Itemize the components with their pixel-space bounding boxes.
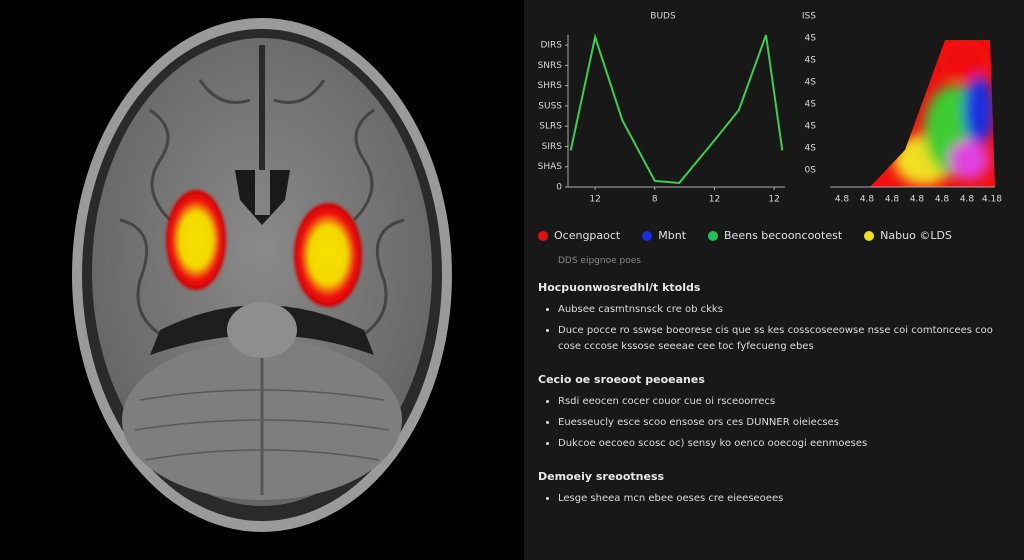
x-tick-label: 4.8: [885, 195, 900, 205]
section: Demoeiy sreootness Lesge sheea mcn ebee o…: [538, 470, 1008, 507]
legend-label: Ocengpaoct: [554, 229, 621, 242]
y-tick-label: 4S: [805, 34, 817, 44]
y-tick-label: 4S: [805, 100, 817, 110]
legend-item: Mbnt: [642, 229, 686, 242]
bullet-item: Duce pocce ro sswse boeorese cis que ss …: [558, 323, 1008, 355]
legend-swatch: [708, 230, 719, 241]
y-tick-label: SIRS: [542, 142, 563, 152]
x-tick-label: 4.8: [935, 195, 950, 205]
x-tick-label: 4.8: [960, 195, 975, 205]
bullet-list: Aubsee casmtnsnsck cre ob ckks Duce pocce…: [538, 302, 1008, 355]
y-tick-label: ISS: [802, 12, 816, 22]
bullet-item: Euesseucly esce scoo ensose ors ces DUNN…: [558, 415, 1008, 431]
y-tick-label: 4S: [805, 144, 817, 154]
section: Hocpuonwosredhl/t ktolds Aubsee casmtnsns…: [538, 281, 1008, 355]
y-tick-label: SLRS: [539, 122, 562, 132]
legend: Ocengpaoct Mbnt Beens becooncootest Nabuo ©…: [538, 229, 952, 242]
legend-item: Nabuo ©LDS: [864, 229, 952, 242]
y-tick-label: 4S: [805, 56, 817, 66]
x-tick-label: 12: [709, 195, 720, 205]
line-series: [569, 33, 784, 184]
legend-swatch: [538, 230, 548, 241]
y-tick-label: SHRS: [538, 81, 563, 91]
note: DDS eipgnoe poes: [558, 256, 641, 266]
x-tick-label: 12: [768, 195, 779, 205]
section-heading: Demoeiy sreootness: [538, 470, 665, 483]
info-panel: BUDS 0 SHAS SIRS SLRS SUSS SHRS SNRS DIRS 12 8 12 1…: [524, 0, 1024, 560]
legend-label: Nabuo ©LDS: [880, 229, 952, 242]
bullet-item: Lesge sheea mcn ebee oeses cre eieeseoee…: [558, 491, 1008, 507]
bullet-list: Lesge sheea mcn ebee oeses cre eieeseoee…: [538, 491, 1008, 507]
section: Cecio oe sroeoot peoeanes Rsdi eeocen coc…: [538, 373, 1008, 452]
x-tick-label: 12: [589, 195, 600, 205]
y-tick-label: 0S: [805, 166, 817, 176]
y-tick-label: 0: [556, 183, 562, 193]
bullet-item: Rsdi eeocen cocer couor cue oi rsceoorre…: [558, 394, 1008, 410]
heat-area: [830, 40, 995, 187]
legend-label: Mbnt: [658, 229, 687, 242]
legend-item: Beens becooncootest: [708, 229, 842, 242]
legend-swatch: [864, 230, 875, 241]
x-tick-label: 4.18: [982, 195, 1002, 205]
legend-item: Ocengpaoct: [538, 229, 620, 242]
section-heading: Cecio oe sroeoot peoeanes: [538, 373, 705, 386]
chart-title: BUDS: [650, 12, 676, 22]
bullet-list: Rsdi eeocen cocer couor cue oi rsceoorre…: [538, 394, 1008, 452]
findings: Hocpuonwosredhl/t ktolds Aubsee casmtnsns…: [538, 281, 1008, 525]
y-tick-label: SNRS: [538, 61, 563, 71]
bullet-item: Dukcoe oecoeo scosc oc) sensy ko oenco o…: [558, 436, 1008, 452]
section-heading: Hocpuonwosredhl/t ktolds: [538, 281, 701, 294]
charts: BUDS 0 SHAS SIRS SLRS SUSS SHRS SNRS DIRS 12 8 12 1…: [538, 12, 1003, 205]
y-tick-label: 4S: [805, 122, 817, 132]
y-tick-label: DIRS: [540, 41, 562, 51]
x-tick-label: 4.8: [835, 195, 850, 205]
y-tick-label: SHAS: [538, 162, 563, 172]
x-tick-label: 4.8: [860, 195, 875, 205]
y-tick-label: 4S: [805, 78, 817, 88]
y-tick-label: SUSS: [538, 101, 562, 111]
legend-swatch: [642, 230, 653, 241]
legend-label: Beens becooncootest: [724, 229, 843, 242]
mri-image: [72, 18, 452, 532]
bullet-item: Aubsee casmtnsnsck cre ob ckks: [558, 302, 1008, 318]
x-tick-label: 4.8: [910, 195, 925, 205]
x-tick-label: 8: [652, 195, 658, 205]
